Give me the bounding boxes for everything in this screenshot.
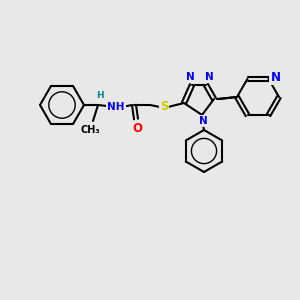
Text: N: N [271,71,281,84]
Text: S: S [160,100,168,113]
Text: N: N [199,116,207,126]
Text: NH: NH [107,102,125,112]
Text: N: N [186,72,194,82]
Text: CH₃: CH₃ [80,125,100,135]
Text: N: N [205,72,213,82]
Text: H: H [96,92,104,100]
Text: O: O [132,122,142,135]
